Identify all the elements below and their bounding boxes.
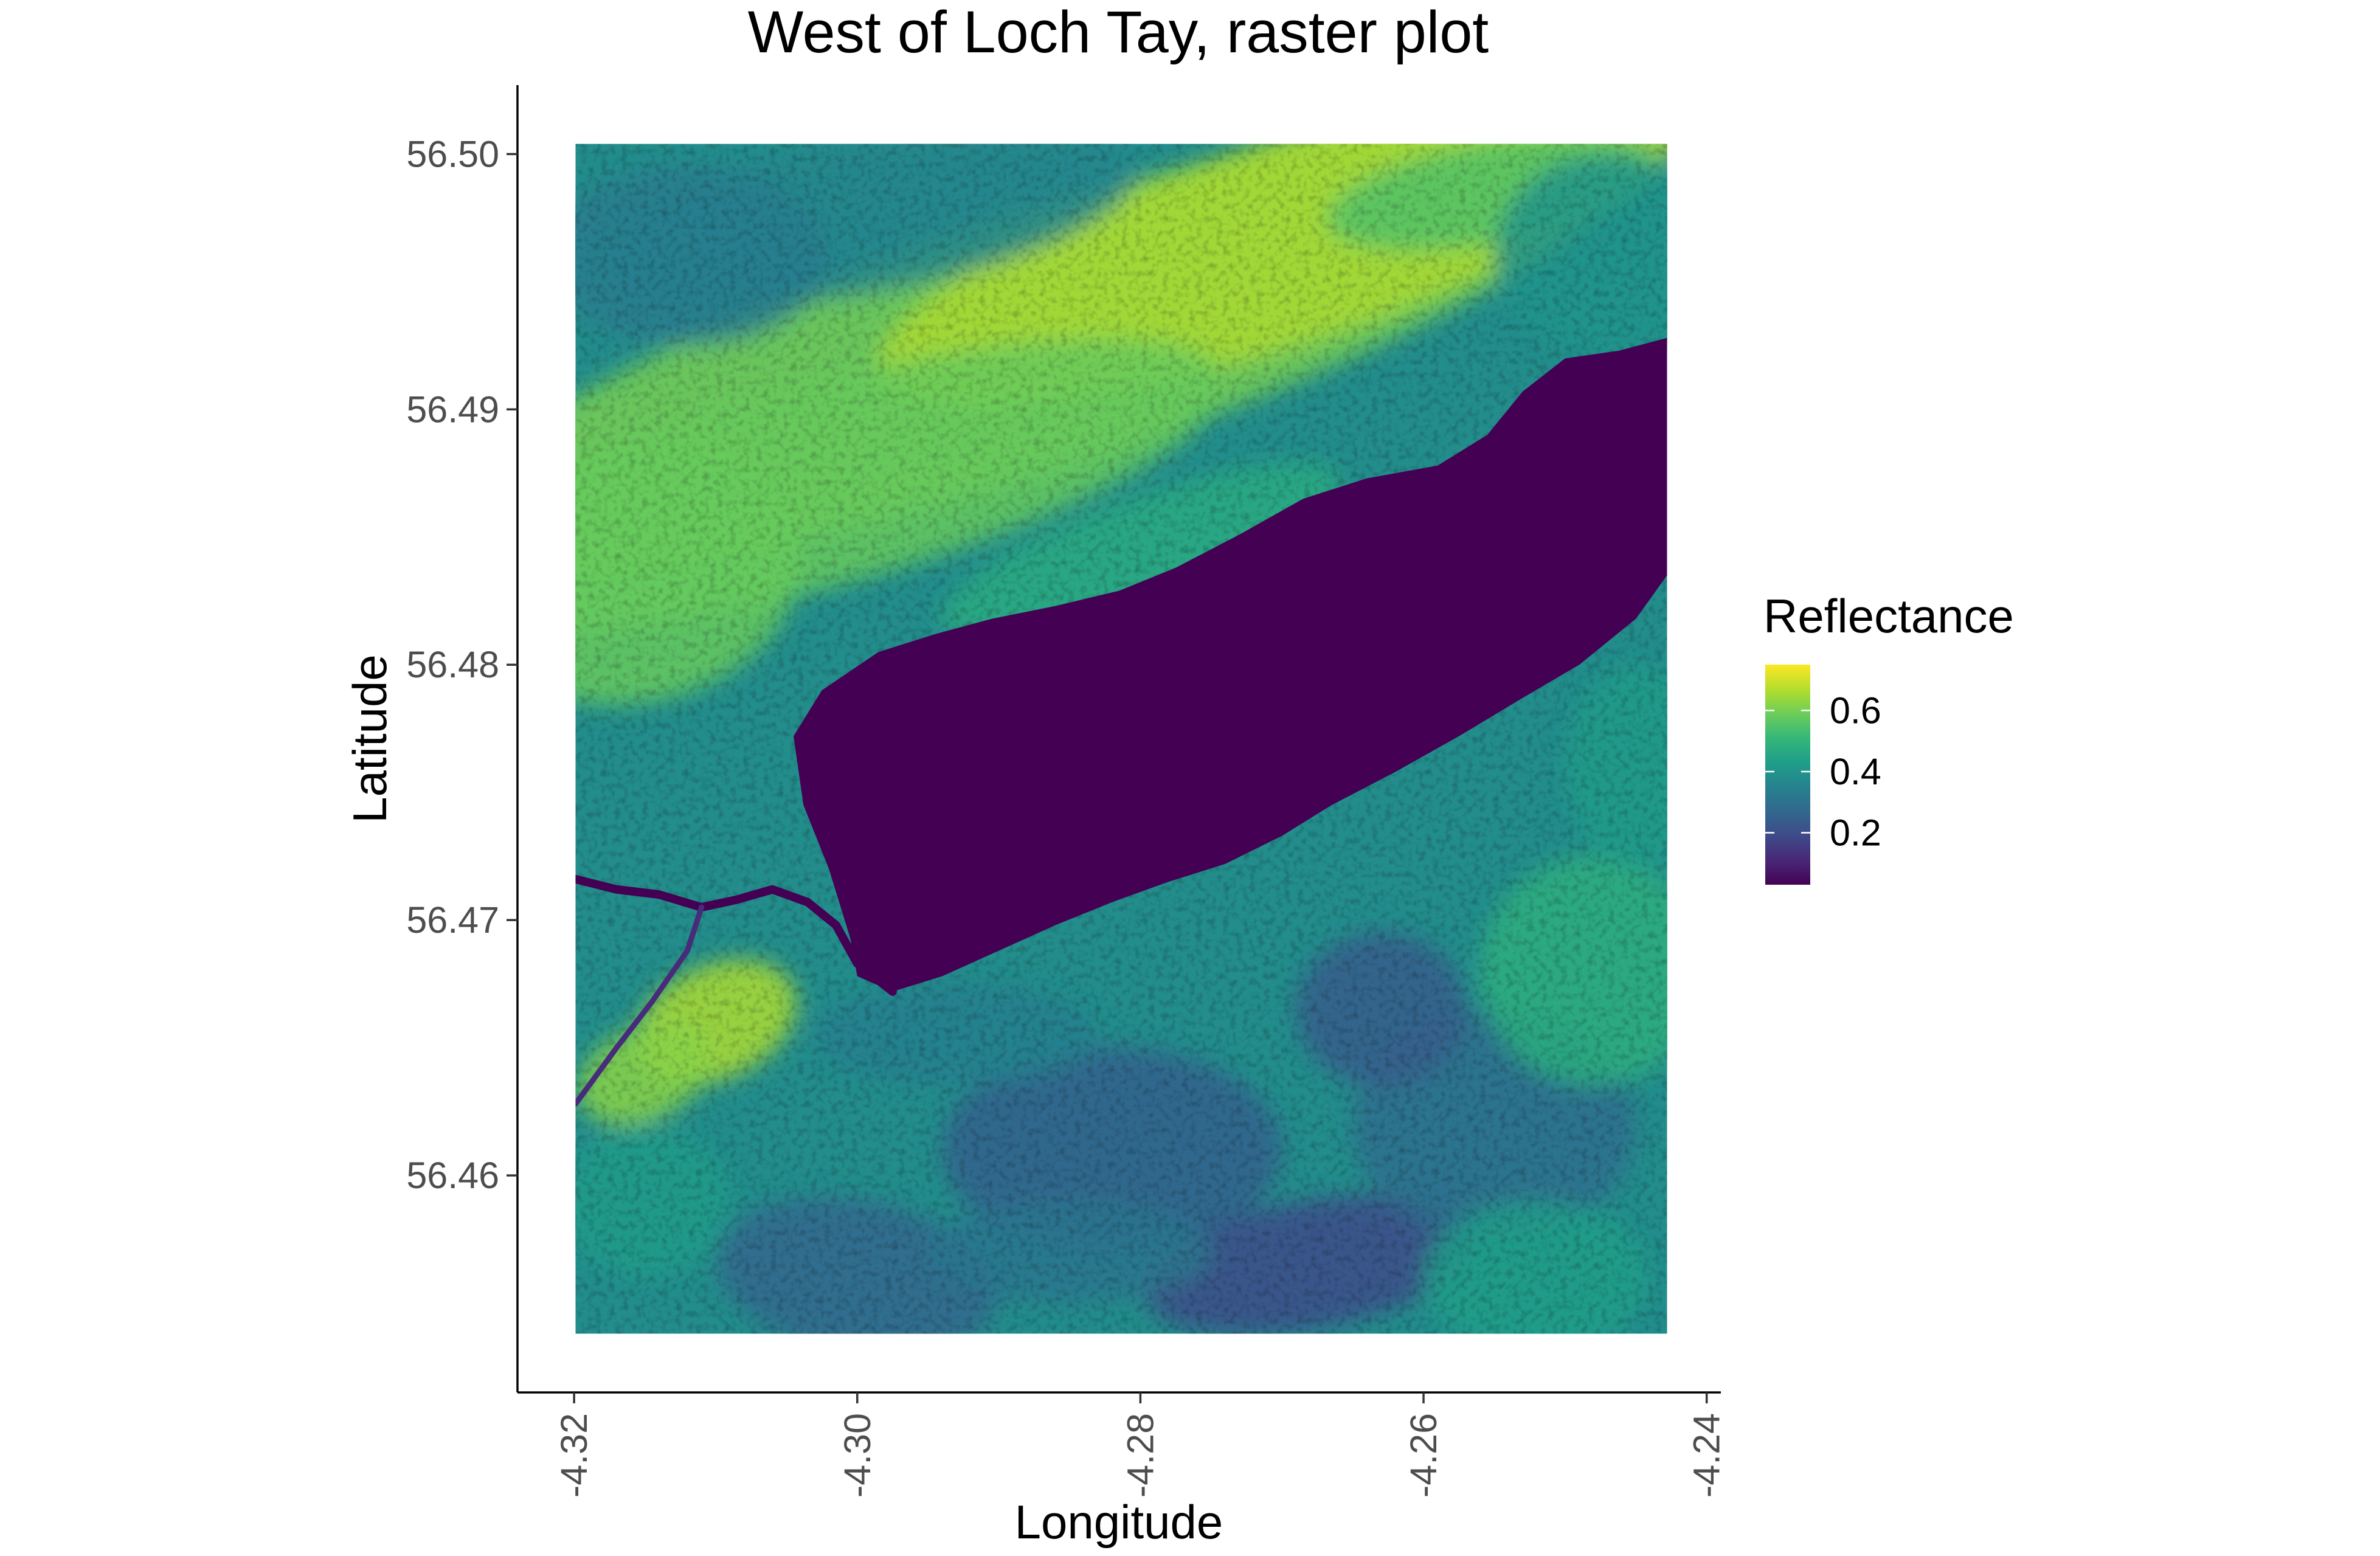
y-tick-label: 56.48	[406, 644, 499, 685]
x-tick-label: -4.26	[1403, 1413, 1444, 1498]
y-axis-title: Latitude	[343, 654, 396, 823]
y-axis-ticks: 56.46 56.47 56.48 56.49 56.50	[406, 133, 517, 1196]
y-tick-label: 56.47	[406, 899, 499, 941]
loch-tay-water	[794, 337, 1667, 992]
x-tick-label: -4.30	[837, 1413, 878, 1498]
legend-title: Reflectance	[1763, 589, 2014, 643]
plot-area	[575, 143, 1667, 1334]
y-tick-label: 56.50	[406, 133, 499, 175]
x-axis-ticks: -4.32 -4.30 -4.28 -4.26 -4.24	[553, 1392, 1728, 1498]
legend: Reflectance 0.2 0.4 0.6	[1763, 589, 2014, 885]
y-tick-label: 56.49	[406, 389, 499, 430]
x-tick-label: -4.28	[1119, 1413, 1161, 1498]
river-dochart	[575, 874, 897, 996]
x-axis-title: Longitude	[1015, 1495, 1223, 1549]
y-tick-label: 56.46	[406, 1155, 499, 1196]
legend-tick-label: 0.6	[1830, 690, 1881, 731]
x-tick-label: -4.24	[1686, 1413, 1728, 1498]
raster-layer	[575, 143, 1667, 1334]
legend-tick-label: 0.2	[1830, 812, 1881, 854]
legend-colorbar	[1765, 665, 1810, 885]
chart-title: West of Loch Tay, raster plot	[748, 0, 1489, 65]
river-branch	[575, 904, 705, 1107]
x-tick-label: -4.32	[553, 1413, 595, 1498]
legend-ticks: 0.2 0.4 0.6	[1765, 690, 1881, 854]
legend-tick-label: 0.4	[1830, 751, 1881, 792]
